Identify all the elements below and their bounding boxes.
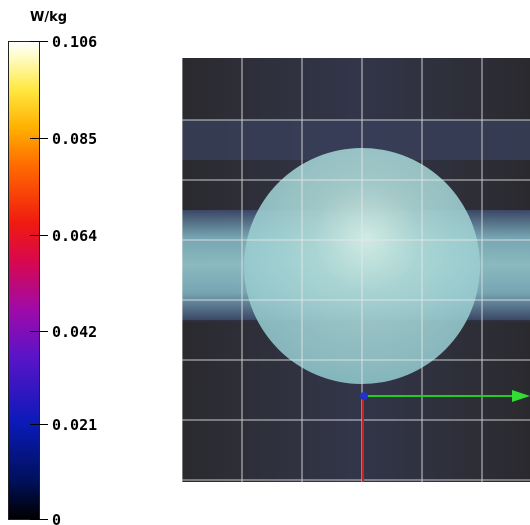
colorbar-gradient xyxy=(8,41,40,520)
colorbar-tick-1 xyxy=(30,138,48,139)
colorbar-tick-3 xyxy=(30,331,48,332)
colorbar-unit-label: W/kg xyxy=(30,10,68,25)
colorbar-tick-label-4: 0.021 xyxy=(52,416,98,434)
colorbar-tick-4 xyxy=(30,424,48,425)
grid-lines xyxy=(182,58,530,482)
colorbar-tick-2 xyxy=(30,235,48,236)
colorbar-tick-label-3: 0.042 xyxy=(52,323,98,341)
colorbar-tick-0 xyxy=(30,41,48,42)
colorbar-tick-5 xyxy=(30,519,48,520)
x-axis-arrowhead xyxy=(512,390,530,402)
colorbar-tick-label-5: 0 xyxy=(52,511,62,525)
colorbar-tick-label-2: 0.064 xyxy=(52,227,98,245)
origin-marker xyxy=(360,392,368,400)
colorbar-tick-label-0: 0.106 xyxy=(52,33,98,51)
colorbar-tick-label-1: 0.085 xyxy=(52,130,98,148)
viewport-canvas[interactable] xyxy=(182,58,530,482)
3d-viewport[interactable] xyxy=(182,58,530,482)
